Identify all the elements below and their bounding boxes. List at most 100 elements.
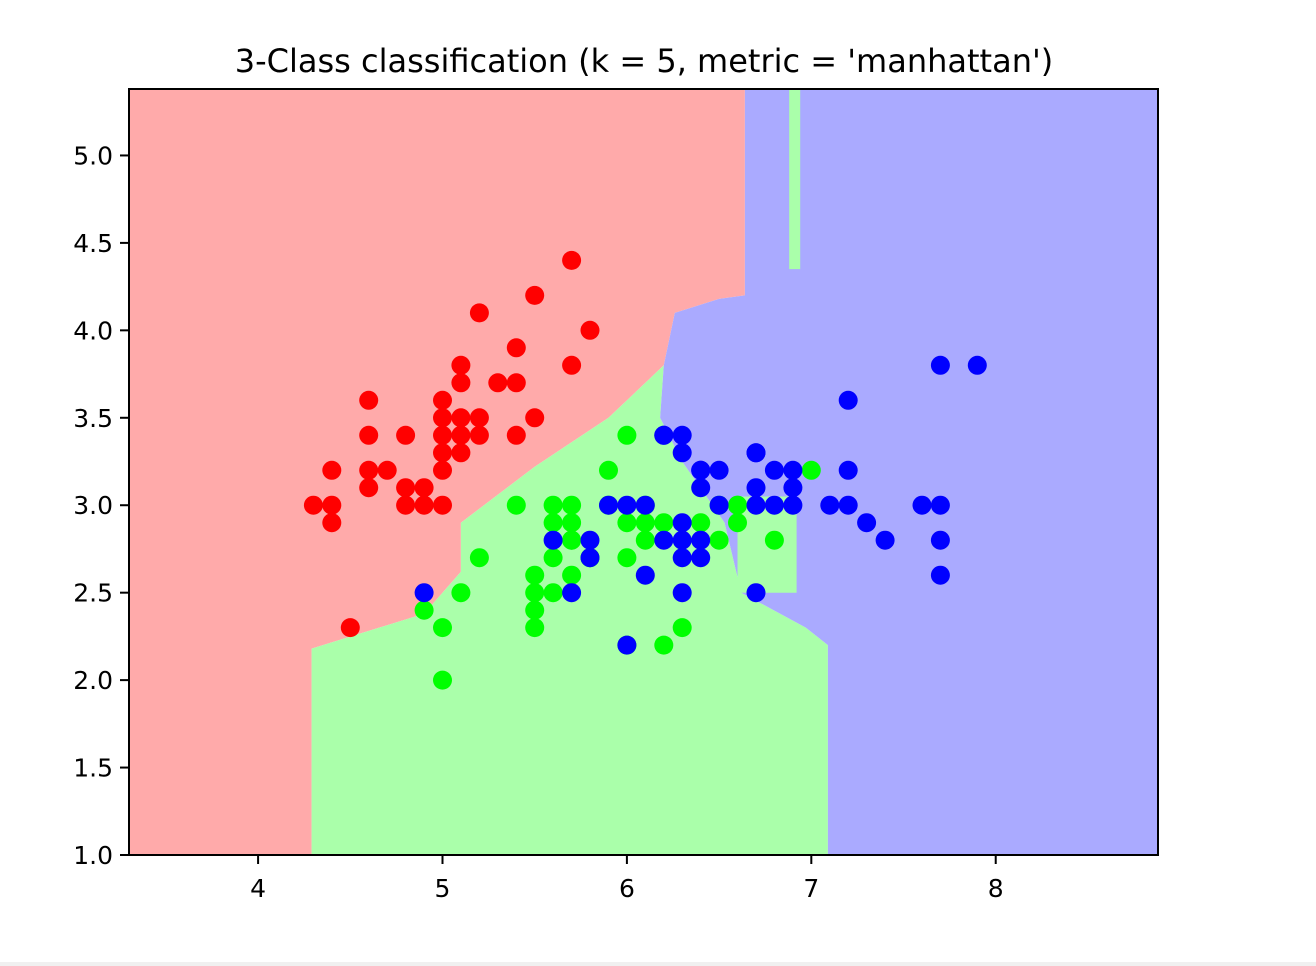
data-point-class-2 (599, 495, 618, 515)
y-axis: 1.0 1.5 2.0 2.5 3.0 3.5 4.0 4.5 5.0 (73, 141, 129, 870)
data-point-class-2 (838, 495, 858, 515)
data-point-class-2 (930, 495, 950, 515)
data-point-class-0 (433, 495, 452, 515)
x-tick-label: 7 (803, 874, 819, 903)
data-point-class-2 (764, 495, 784, 515)
data-point-class-1 (635, 530, 655, 550)
y-tick-label: 1.5 (73, 754, 113, 783)
data-point-class-2 (691, 478, 711, 498)
x-tick-label: 8 (988, 874, 1004, 903)
data-point-class-2 (838, 390, 858, 410)
x-axis: 4 5 6 7 8 (250, 855, 1004, 903)
data-point-class-2 (635, 565, 655, 585)
data-point-class-2 (672, 583, 692, 603)
data-point-class-2 (617, 635, 637, 655)
data-point-class-0 (396, 478, 416, 498)
data-point-class-2 (783, 460, 803, 480)
data-point-class-2 (783, 495, 803, 515)
data-point-class-2 (617, 495, 637, 515)
data-point-class-1 (635, 513, 655, 533)
y-tick-label: 2.5 (73, 579, 113, 608)
data-point-class-1 (728, 513, 747, 533)
data-point-class-0 (488, 373, 508, 393)
data-point-class-1 (599, 460, 618, 480)
data-point-class-0 (506, 338, 526, 358)
data-point-class-2 (930, 565, 950, 585)
y-tick-label: 1.0 (73, 841, 113, 870)
y-tick-label: 4.5 (73, 229, 113, 258)
data-point-class-1 (543, 513, 563, 533)
data-point-class-0 (396, 425, 416, 445)
data-point-class-1 (543, 548, 563, 568)
data-point-class-0 (469, 408, 489, 428)
data-point-class-2 (635, 495, 655, 515)
data-point-class-1 (562, 513, 582, 533)
data-point-class-0 (359, 478, 379, 498)
data-point-class-2 (746, 583, 766, 603)
data-point-class-0 (303, 495, 323, 515)
data-point-class-2 (691, 530, 711, 550)
data-point-class-0 (469, 303, 489, 323)
data-point-class-2 (746, 478, 766, 498)
data-point-class-1 (525, 600, 545, 620)
data-point-class-2 (709, 460, 729, 480)
data-point-class-1 (525, 565, 545, 585)
x-tick-label: 5 (435, 874, 451, 903)
data-point-class-0 (469, 425, 489, 445)
x-tick-label: 4 (250, 874, 266, 903)
data-point-class-2 (414, 583, 434, 603)
data-point-class-0 (451, 443, 471, 463)
data-point-class-2 (746, 443, 766, 463)
data-point-class-2 (691, 460, 711, 480)
scatter-points (303, 250, 987, 690)
data-point-class-1 (469, 548, 489, 568)
axes-frame (128, 88, 1159, 856)
data-point-class-1 (525, 583, 545, 603)
data-point-class-0 (359, 425, 379, 445)
data-point-class-1 (691, 513, 711, 533)
decision-region-class-1 (789, 89, 801, 270)
data-point-class-2 (875, 530, 895, 550)
decision-region-class-2 (660, 89, 1158, 855)
data-point-class-1 (617, 425, 637, 445)
data-point-class-2 (543, 530, 563, 550)
data-point-class-1 (672, 618, 692, 638)
data-point-class-2 (783, 478, 803, 498)
data-point-class-0 (340, 618, 360, 638)
data-point-class-2 (838, 460, 858, 480)
data-point-class-0 (414, 478, 434, 498)
y-tick-label: 5.0 (73, 141, 113, 170)
data-point-class-2 (672, 513, 692, 533)
data-point-class-2 (764, 460, 784, 480)
data-point-class-0 (506, 373, 526, 393)
y-tick-label: 3.5 (73, 404, 113, 433)
bottom-strip (0, 962, 1316, 966)
data-point-class-1 (525, 618, 545, 638)
data-point-class-0 (525, 285, 545, 305)
data-point-class-2 (691, 548, 711, 568)
decision-regions (129, 89, 1158, 855)
data-point-class-2 (672, 548, 692, 568)
data-point-class-1 (506, 495, 526, 515)
data-point-class-1 (617, 513, 637, 533)
data-point-class-2 (709, 495, 729, 515)
data-point-class-0 (433, 425, 452, 445)
data-point-class-1 (433, 670, 452, 690)
data-point-class-0 (377, 460, 397, 480)
data-point-class-2 (654, 530, 674, 550)
data-point-class-1 (543, 583, 563, 603)
data-point-class-0 (322, 460, 342, 480)
data-point-class-2 (672, 530, 692, 550)
data-point-class-1 (709, 530, 729, 550)
data-point-class-0 (580, 320, 600, 340)
data-point-class-0 (359, 390, 379, 410)
data-point-class-0 (359, 460, 379, 480)
data-point-class-0 (433, 408, 452, 428)
data-point-class-1 (654, 513, 674, 533)
data-point-class-0 (433, 460, 452, 480)
data-point-class-1 (562, 565, 582, 585)
data-point-class-0 (433, 443, 452, 463)
y-tick-label: 3.0 (73, 491, 113, 520)
data-point-class-2 (654, 425, 674, 445)
